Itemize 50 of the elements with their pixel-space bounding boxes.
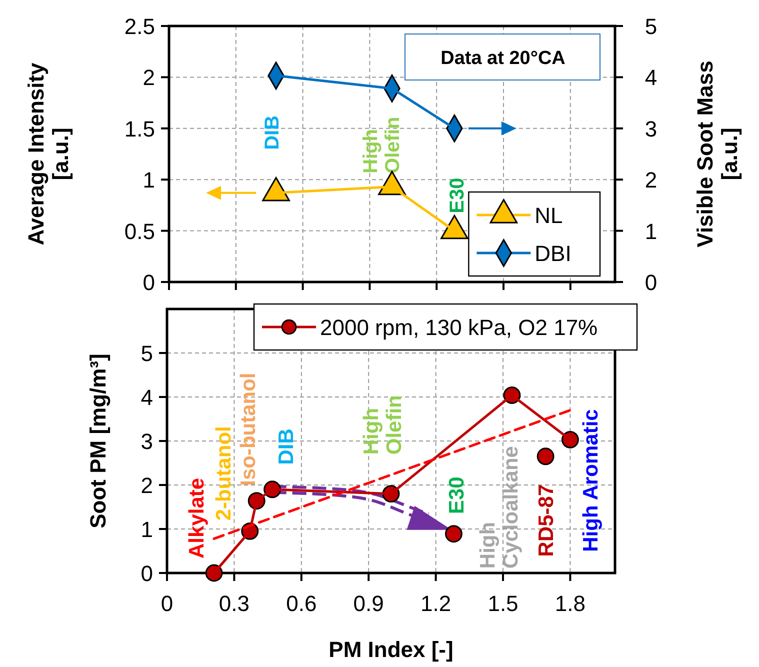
- x-tick-label: 1.8: [554, 591, 586, 616]
- x-axis-title: PM Index [-]: [328, 637, 454, 662]
- y-tick-label: 2: [142, 65, 155, 90]
- annotation: Data at 20°CA: [440, 48, 566, 69]
- y-tick-label: 2: [140, 473, 153, 498]
- y-axis-title: Average Intensity [a.u.]: [24, 62, 73, 246]
- y-tick-label: 2.5: [124, 14, 155, 39]
- annotation: High Cycloalkane: [476, 446, 522, 569]
- y2-tick-label: 2: [644, 168, 658, 193]
- annotation: E30: [445, 476, 468, 514]
- note-box: Data at 20°CA: [404, 34, 600, 80]
- y2-tick-label: 3: [644, 116, 658, 142]
- annotation: High Aromatic: [580, 408, 603, 552]
- annotation: High Olefin: [360, 116, 404, 174]
- x-tick-label: 0.3: [218, 591, 250, 616]
- x-tick-label: 1.5: [488, 591, 518, 616]
- point: [561, 430, 579, 448]
- y2-axis-title: Visible Soot Mass [a.u.]: [692, 60, 742, 248]
- y-tick-label: 1: [140, 517, 153, 542]
- y-tick-label: 0: [142, 270, 155, 295]
- y-axis-title: Soot PM [mg/m³]: [86, 354, 111, 528]
- annotation: 2-butanol: [212, 426, 236, 521]
- y-tick-label: 1: [142, 168, 155, 193]
- y-tick-label: 5: [140, 341, 153, 366]
- y2-tick-label: 5: [644, 14, 658, 39]
- x-tick-label: 0: [160, 591, 174, 616]
- x-tick-label: 0.6: [286, 591, 317, 616]
- annotation: E30: [446, 178, 469, 214]
- annotation: High Olefin: [360, 395, 406, 455]
- point: [444, 525, 462, 543]
- annotation: Alkylate: [185, 478, 208, 558]
- legend-label: DBI: [534, 241, 572, 266]
- legend-label: NL: [534, 203, 563, 228]
- point: [536, 448, 554, 466]
- y2-tick-label: 0: [644, 270, 658, 295]
- annotation: DIB: [262, 115, 284, 150]
- annotation: DIB: [275, 428, 298, 465]
- y-tick-label: 4: [140, 385, 153, 410]
- x-tick-label: 1.2: [420, 591, 452, 616]
- legend-label: 2000 rpm, 130 kPa, O2 17%: [320, 315, 598, 340]
- y-tick-label: 1.5: [124, 116, 155, 142]
- y-tick-label: 3: [140, 429, 153, 454]
- annotation: Iso-butanol: [236, 372, 260, 486]
- y2-tick-label: 1: [644, 218, 658, 244]
- point: [205, 564, 223, 582]
- y2-tick-label: 4: [644, 65, 658, 90]
- y-tick-label: 0: [140, 561, 153, 586]
- annotation: RD5-87: [534, 484, 558, 557]
- y-tick-label: 0.5: [124, 218, 155, 244]
- x-tick-label: 0.9: [353, 591, 384, 616]
